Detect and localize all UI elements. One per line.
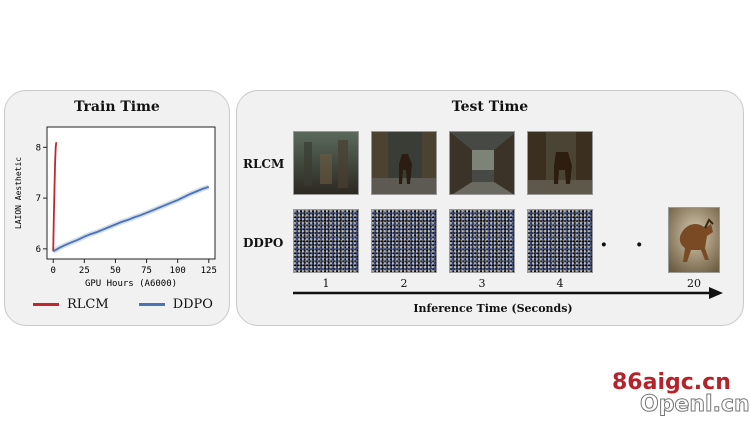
y-axis-label: LAION Aesthetic — [14, 157, 23, 229]
legend-item-ddpo: DDPO — [138, 297, 213, 312]
rlcm-row-label: RLCM — [243, 157, 285, 171]
series-line-ddpo — [52, 186, 210, 253]
legend-swatch-ddpo — [138, 303, 165, 306]
y-tick-label-2: 8 — [36, 143, 41, 153]
x-axis-label: GPU Hours (A6000) — [85, 279, 177, 289]
legend-label-rlcm: RLCM — [67, 297, 109, 312]
legend-label-ddpo: DDPO — [172, 297, 213, 312]
train-time-chart: 0 25 50 75 100 125 6 7 8 GPU Hours (A6000) LAION A… — [14, 126, 217, 289]
rlcm-image-step-4 — [527, 131, 593, 195]
rlcm-image-step-2 — [371, 131, 437, 195]
legend-item-rlcm: RLCM — [33, 297, 109, 312]
ddpo-image-step-4 — [527, 209, 593, 273]
watermark-logo: 86aigc.cn — [612, 370, 731, 395]
step-label-4: 4 — [556, 277, 564, 290]
ddpo-image-step-1 — [293, 209, 359, 273]
ellipsis: · · · — [600, 232, 689, 258]
ddpo-image-step-3 — [449, 209, 515, 273]
test-time-panel: Test Time — [236, 90, 744, 326]
ddpo-image-step-20 — [668, 207, 720, 273]
step-label-20: 20 — [687, 277, 701, 290]
y-tick-label-1: 7 — [36, 194, 41, 204]
x-tick-label-3: 75 — [141, 266, 152, 276]
rlcm-image-step-3 — [449, 131, 515, 195]
inference-time-arrow — [293, 287, 723, 299]
inference-time-label: Inference Time (Seconds) — [413, 302, 573, 315]
train-time-title: Train Time — [74, 99, 160, 115]
plot-area — [46, 126, 216, 260]
watermark-sub-logo: Openl.cn — [640, 392, 750, 418]
series-line-rlcm — [52, 142, 58, 252]
y-tick-label-0: 6 — [36, 245, 41, 255]
ddpo-row-label: DDPO — [243, 236, 284, 250]
step-label-1: 1 — [322, 277, 330, 290]
ddpo-image-step-2 — [371, 209, 437, 273]
chart-legend: RLCM DDPO — [33, 297, 235, 312]
x-tick-label-1: 25 — [79, 266, 90, 276]
x-tick-label-5: 125 — [201, 266, 217, 276]
legend-swatch-rlcm — [33, 303, 59, 306]
train-time-panel: Train Time 0 25 50 75 100 125 6 7 8 GPU Hours (A6… — [4, 90, 230, 326]
x-tick-label-0: 0 — [51, 266, 56, 276]
step-label-2: 2 — [400, 277, 408, 290]
x-tick-label-4: 100 — [170, 266, 186, 276]
x-tick-label-2: 50 — [110, 266, 121, 276]
test-time-title: Test Time — [451, 99, 529, 115]
rlcm-image-step-1 — [293, 131, 359, 195]
step-label-3: 3 — [478, 277, 486, 290]
